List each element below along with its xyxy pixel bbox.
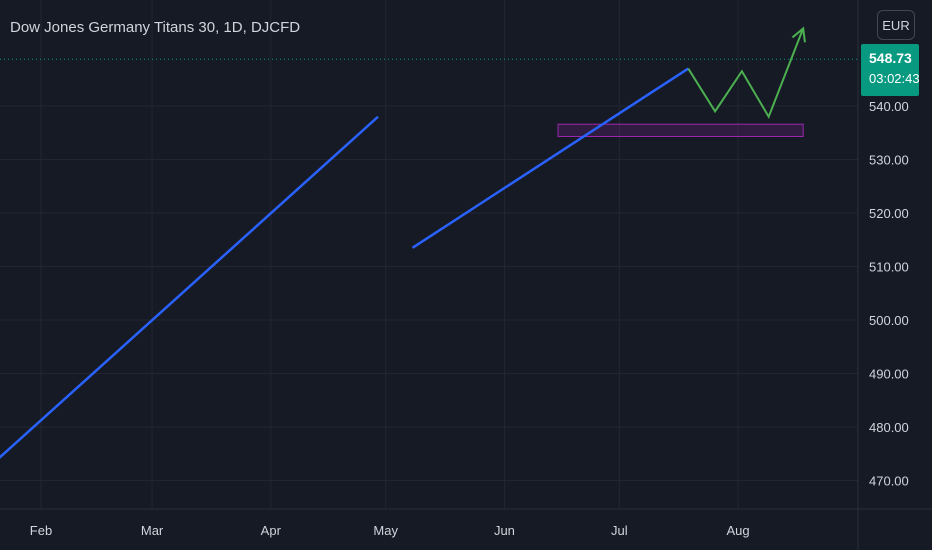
projection-arrowhead — [791, 26, 806, 43]
projection-path — [687, 28, 805, 119]
y-tick-label: 520.00 — [869, 206, 909, 221]
y-tick-label: 480.00 — [869, 420, 909, 435]
currency-button[interactable]: EUR — [877, 10, 915, 40]
trendline — [0, 115, 379, 459]
drawings — [0, 26, 858, 459]
price-axis[interactable]: 470.00 480.00 490.00 500.00 510.00 520.00 530.… — [869, 99, 909, 489]
x-tick-label: Jun — [494, 523, 515, 538]
x-tick-label: May — [373, 523, 398, 538]
grid — [0, 0, 858, 509]
x-tick-label: Aug — [726, 523, 749, 538]
y-tick-label: 540.00 — [869, 99, 909, 114]
chart-title: Dow Jones Germany Titans 30, 1D, DJCFD — [10, 19, 301, 36]
x-tick-label: Mar — [141, 523, 164, 538]
support-zone — [557, 123, 804, 137]
y-tick-label: 490.00 — [869, 367, 909, 382]
x-tick-label: Apr — [261, 523, 282, 538]
last-price-tag: 548.73 03:02:43 — [861, 44, 920, 96]
y-tick-label: 470.00 — [869, 474, 909, 489]
last-price-label: 548.73 — [869, 50, 912, 66]
x-tick-label: Jul — [611, 523, 628, 538]
x-tick-label: Feb — [30, 523, 52, 538]
y-tick-label: 530.00 — [869, 153, 909, 168]
trendline — [411, 67, 689, 249]
time-axis[interactable]: Feb Mar Apr May Jun Jul Aug — [30, 523, 750, 538]
bar-countdown-label: 03:02:43 — [869, 71, 920, 86]
y-tick-label: 500.00 — [869, 313, 909, 328]
y-tick-label: 510.00 — [869, 260, 909, 275]
